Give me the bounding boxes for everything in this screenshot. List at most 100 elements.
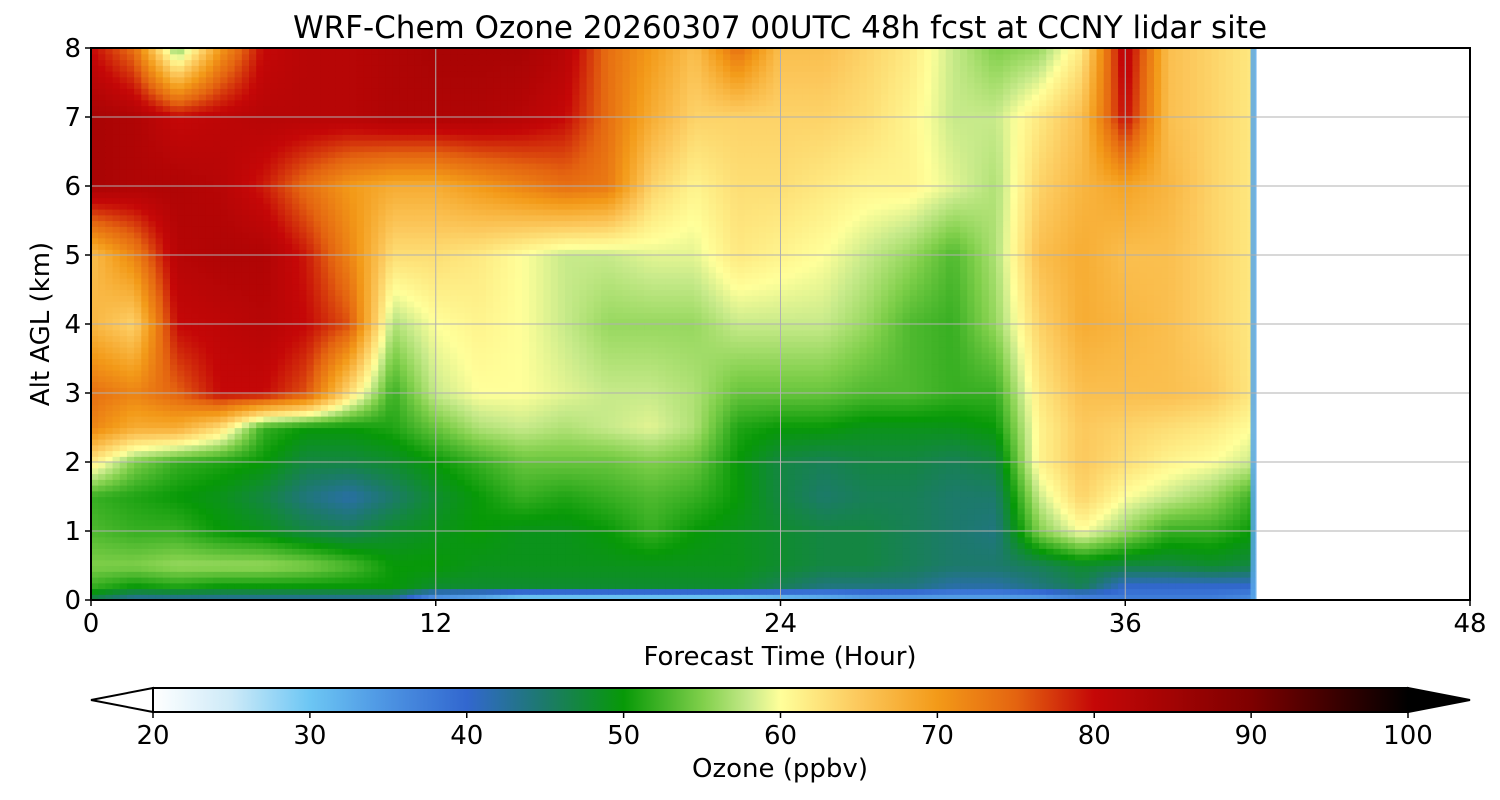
ozone-cell bbox=[615, 559, 624, 567]
ozone-cell bbox=[292, 467, 300, 475]
ozone-cell bbox=[593, 485, 602, 492]
ozone-cell bbox=[457, 542, 466, 549]
ozone-cell bbox=[550, 427, 559, 434]
ozone-cell bbox=[1039, 456, 1047, 463]
ozone-cell bbox=[155, 444, 164, 452]
ozone-cell bbox=[723, 473, 731, 480]
ozone-cell bbox=[112, 467, 121, 475]
ozone-cell bbox=[1074, 479, 1083, 486]
ozone-cell bbox=[1189, 536, 1198, 544]
ozone-cell bbox=[399, 565, 408, 572]
ozone-cell bbox=[134, 594, 142, 600]
ozone-cell bbox=[744, 479, 753, 486]
ozone-cell bbox=[155, 531, 164, 538]
ozone-cell bbox=[636, 513, 645, 521]
ozone-cell bbox=[521, 485, 530, 492]
ozone-cell bbox=[780, 439, 789, 446]
ozone-cell bbox=[636, 444, 645, 452]
ozone-cell bbox=[1024, 462, 1033, 469]
ozone-cell bbox=[960, 565, 968, 572]
ozone-cell bbox=[1039, 536, 1047, 544]
ozone-cell bbox=[873, 421, 882, 429]
ozone-cell bbox=[1182, 525, 1191, 532]
ozone-cell bbox=[629, 594, 638, 600]
ozone-cell bbox=[873, 519, 882, 526]
ozone-cell bbox=[873, 490, 882, 498]
ozone-cell bbox=[586, 444, 595, 452]
ozone-cell bbox=[543, 490, 552, 498]
ozone-cell bbox=[521, 444, 530, 452]
ozone-cell bbox=[931, 542, 940, 549]
ozone-cell bbox=[442, 571, 451, 578]
ozone-cell bbox=[428, 554, 437, 561]
ozone-cell bbox=[766, 588, 774, 595]
ozone-cell bbox=[392, 462, 401, 469]
ozone-cell bbox=[471, 433, 480, 440]
ozone-cell bbox=[550, 536, 559, 544]
ozone-cell bbox=[1153, 571, 1162, 578]
ozone-cell bbox=[1225, 582, 1234, 590]
ozone-cell bbox=[249, 542, 257, 549]
ozone-cell bbox=[679, 473, 688, 480]
ozone-cell bbox=[960, 531, 968, 538]
ozone-cell bbox=[471, 479, 480, 486]
ozone-cell bbox=[435, 508, 444, 515]
ozone-cell bbox=[1240, 571, 1248, 578]
ozone-cell bbox=[134, 582, 142, 590]
ozone-cell bbox=[507, 548, 516, 555]
ozone-cell bbox=[794, 519, 803, 526]
ozone-cell bbox=[902, 490, 911, 498]
ozone-cell bbox=[1053, 588, 1062, 595]
ozone-cell bbox=[866, 513, 875, 521]
ozone-cell bbox=[378, 473, 387, 480]
ozone-cell bbox=[1211, 542, 1220, 549]
ozone-cell bbox=[119, 554, 128, 561]
ozone-cell bbox=[866, 462, 875, 469]
ozone-cell bbox=[1182, 513, 1191, 521]
ozone-cell bbox=[873, 444, 882, 452]
ozone-cell bbox=[895, 588, 904, 595]
ozone-cell bbox=[91, 582, 99, 590]
ozone-cell bbox=[960, 421, 968, 429]
ozone-cell bbox=[1204, 548, 1213, 555]
ozone-cell bbox=[830, 571, 839, 578]
ozone-cell bbox=[687, 582, 695, 590]
ozone-cell bbox=[177, 485, 185, 492]
ozone-cell bbox=[636, 433, 645, 440]
ozone-cell bbox=[557, 439, 566, 446]
ozone-cell bbox=[974, 427, 983, 434]
ozone-cell bbox=[450, 450, 458, 457]
ozone-cell bbox=[974, 444, 983, 452]
ozone-cell bbox=[1060, 536, 1069, 544]
ozone-cell bbox=[909, 513, 918, 521]
ozone-cell bbox=[98, 513, 106, 521]
ozone-cell bbox=[270, 473, 279, 480]
ozone-cell bbox=[974, 536, 983, 544]
ozone-cell bbox=[299, 462, 308, 469]
ozone-cell bbox=[723, 525, 731, 532]
ozone-cell bbox=[1189, 490, 1198, 498]
ozone-cell bbox=[658, 525, 667, 532]
ozone-cell bbox=[565, 467, 573, 475]
ozone-cell bbox=[141, 548, 150, 555]
ozone-cell bbox=[665, 594, 674, 600]
ozone-cell bbox=[672, 559, 681, 567]
ozone-cell bbox=[1211, 536, 1220, 544]
ozone-cell bbox=[134, 456, 142, 463]
ozone-cell bbox=[1110, 490, 1119, 498]
ozone-cell bbox=[155, 513, 164, 521]
ozone-cell bbox=[895, 571, 904, 578]
ozone-cell bbox=[1017, 490, 1026, 498]
ozone-cell bbox=[967, 565, 976, 572]
ozone-cell bbox=[529, 421, 537, 429]
ozone-cell bbox=[1218, 548, 1227, 555]
ozone-cell bbox=[249, 536, 257, 544]
ozone-cell bbox=[967, 577, 976, 584]
ozone-cell bbox=[1189, 485, 1198, 492]
ozone-cell bbox=[500, 467, 509, 475]
ozone-cell bbox=[328, 571, 336, 578]
ozone-cell bbox=[148, 525, 157, 532]
ozone-cell bbox=[1103, 462, 1112, 469]
ozone-cell bbox=[909, 467, 918, 475]
ozone-cell bbox=[550, 473, 559, 480]
